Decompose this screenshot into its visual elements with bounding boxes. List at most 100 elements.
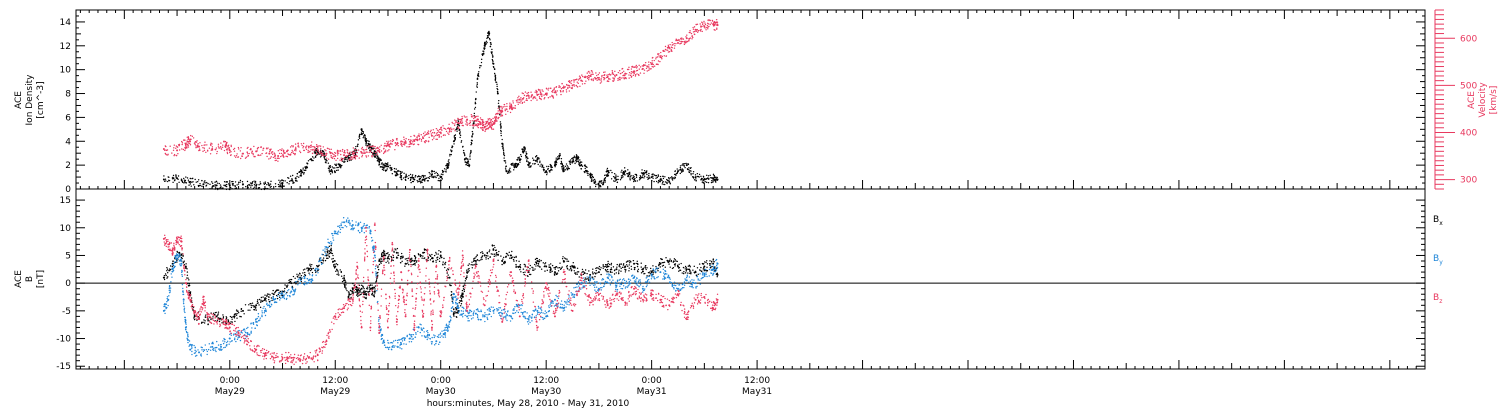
- bx-point: [262, 300, 264, 302]
- bx-point: [607, 260, 609, 263]
- velocity-point: [578, 75, 581, 77]
- density-point: [627, 173, 629, 175]
- bx-point: [302, 272, 304, 274]
- density-point: [305, 166, 307, 169]
- density-point: [474, 103, 476, 105]
- by-point: [238, 329, 240, 332]
- by-point: [185, 321, 187, 323]
- bx-point: [673, 258, 676, 260]
- bx-point: [602, 264, 604, 266]
- bx-point: [264, 294, 266, 296]
- velocity-point: [518, 95, 520, 98]
- velocity-point: [278, 157, 280, 160]
- bx-point: [609, 271, 612, 273]
- velocity-point: [636, 73, 638, 75]
- density-point: [652, 173, 654, 175]
- velocity-point: [573, 81, 575, 83]
- bx-point: [372, 286, 374, 288]
- bx-point: [559, 268, 562, 270]
- velocity-point: [628, 66, 630, 69]
- velocity-point: [252, 154, 254, 156]
- velocity-point: [691, 35, 693, 38]
- velocity-point: [553, 87, 556, 89]
- bx-point: [558, 266, 561, 269]
- density-point: [314, 151, 316, 154]
- velocity-point: [341, 148, 344, 151]
- velocity-point: [436, 129, 439, 131]
- bx-point: [713, 260, 715, 263]
- density-point: [188, 184, 190, 186]
- bx-point: [583, 271, 585, 273]
- bx-point: [693, 265, 695, 268]
- density-point: [682, 169, 684, 171]
- density-point: [174, 179, 176, 181]
- velocity-point: [226, 151, 229, 153]
- bx-point: [253, 308, 255, 311]
- bx-point: [607, 262, 609, 265]
- velocity-point: [527, 91, 530, 94]
- bx-point: [606, 268, 609, 271]
- density-point: [643, 169, 646, 172]
- density-point: [456, 123, 459, 126]
- density-point: [206, 181, 208, 184]
- density-point: [480, 65, 482, 67]
- by-point: [236, 338, 239, 341]
- density-point: [581, 165, 584, 167]
- velocity-point: [184, 149, 186, 152]
- density-point: [246, 180, 249, 183]
- density-point: [533, 163, 536, 165]
- by-point: [233, 338, 236, 341]
- density-point: [604, 174, 606, 177]
- velocity-point: [465, 120, 467, 122]
- velocity-point: [652, 63, 654, 66]
- bx-point: [318, 264, 320, 267]
- by-point: [181, 283, 184, 286]
- density-point: [223, 184, 225, 187]
- velocity-point: [621, 71, 624, 74]
- density-point: [499, 121, 502, 123]
- velocity-point: [175, 145, 178, 147]
- velocity-point: [435, 134, 437, 137]
- velocity-point: [220, 148, 223, 150]
- density-point: [431, 173, 433, 175]
- bx-point: [674, 259, 677, 261]
- velocity-point: [548, 87, 550, 90]
- velocity-point: [274, 157, 276, 160]
- velocity-point: [570, 82, 572, 85]
- density-point: [445, 169, 447, 171]
- bx-point: [485, 258, 487, 260]
- density-point: [645, 171, 647, 173]
- bx-point: [190, 297, 193, 299]
- velocity-point: [518, 98, 521, 101]
- density-point: [234, 185, 236, 188]
- density-point: [627, 169, 629, 171]
- velocity-point: [584, 76, 587, 79]
- velocity-point: [270, 152, 273, 154]
- bx-point: [657, 269, 659, 272]
- density-point: [183, 177, 185, 180]
- bx-point: [462, 295, 464, 298]
- density-point: [267, 183, 270, 185]
- velocity-point: [581, 74, 583, 76]
- density-point: [512, 162, 514, 165]
- density-point: [522, 150, 524, 152]
- bx-point: [557, 270, 560, 272]
- density-point: [512, 164, 515, 166]
- density-point: [594, 181, 597, 183]
- bx-point: [567, 260, 570, 262]
- bx-point: [659, 266, 661, 268]
- density-point: [504, 167, 507, 169]
- density-point: [366, 145, 369, 147]
- bx-point: [356, 293, 359, 295]
- velocity-point: [652, 56, 654, 59]
- bx-point: [462, 285, 465, 288]
- velocity-point: [473, 117, 475, 120]
- density-point: [211, 182, 214, 184]
- density-point: [280, 180, 282, 182]
- bx-point: [578, 276, 580, 278]
- density-point: [519, 161, 521, 163]
- density-point: [203, 181, 205, 183]
- bx-point: [637, 271, 639, 273]
- bx-point: [380, 255, 383, 258]
- density-point: [696, 175, 699, 178]
